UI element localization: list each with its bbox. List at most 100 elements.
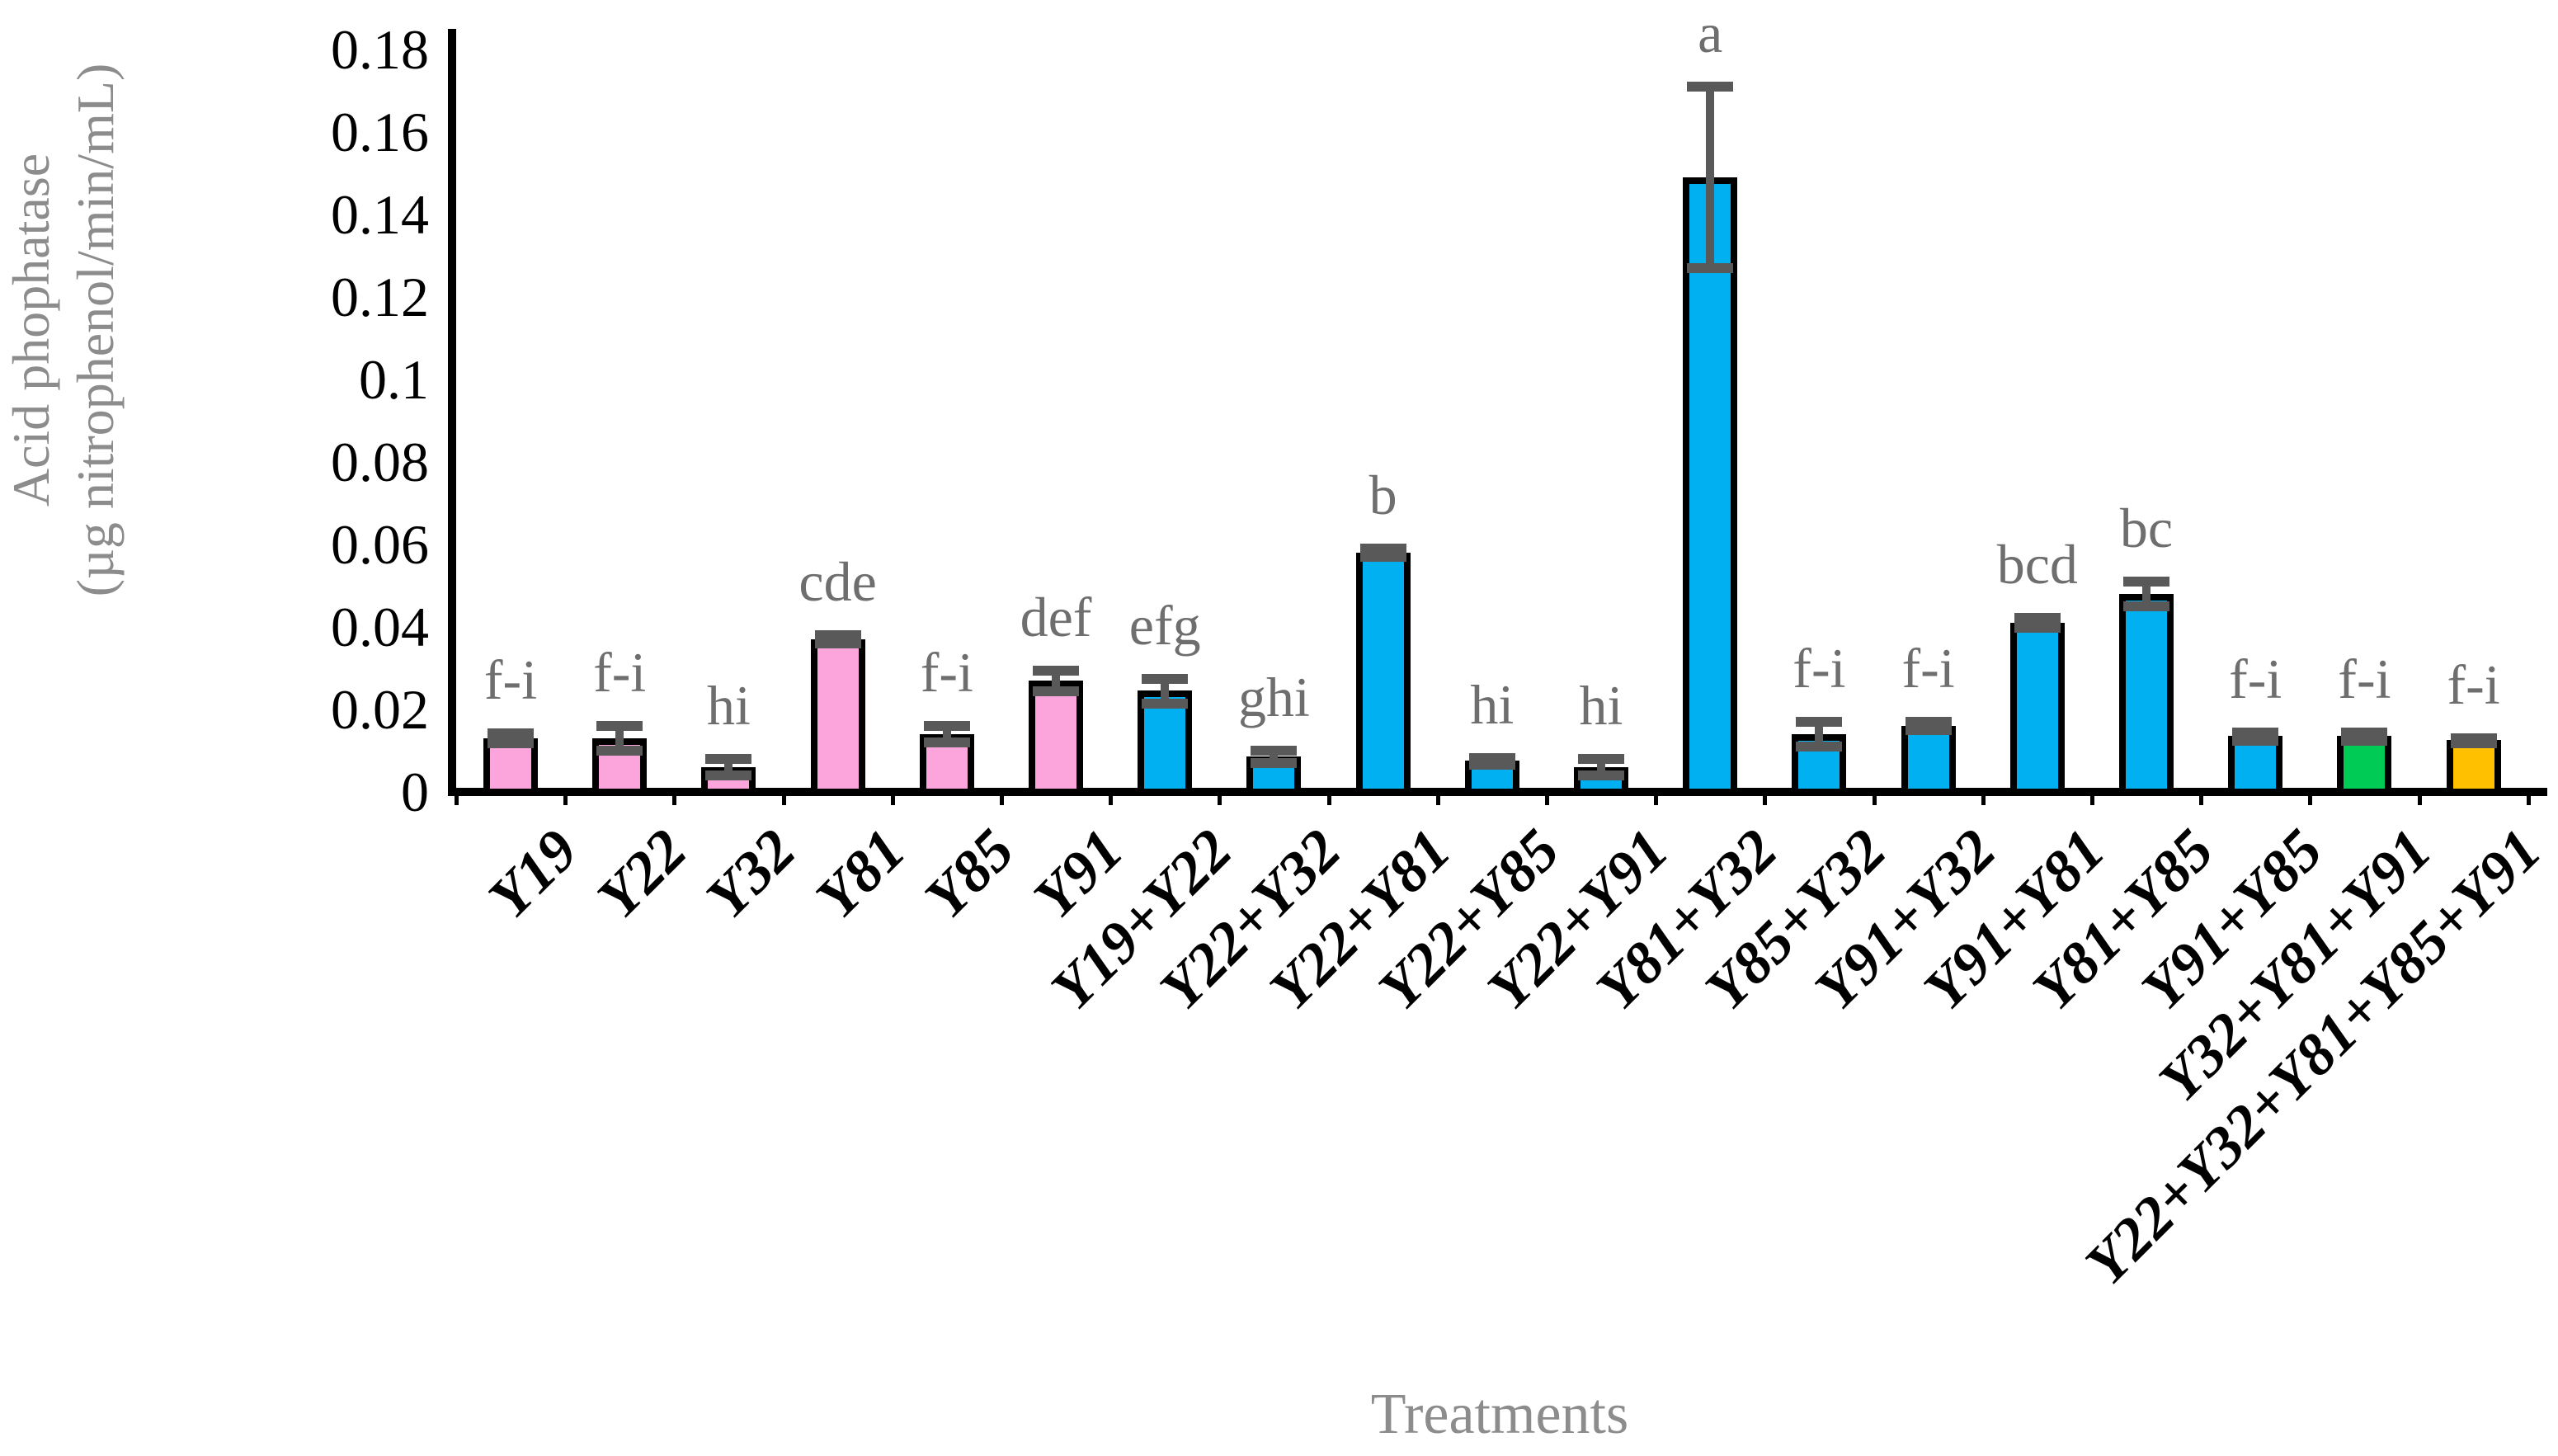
x-tick-label-Y22: Y22 <box>585 816 700 931</box>
significance-letter: f-i <box>1792 637 1846 700</box>
x-axis-tick <box>1654 792 1659 805</box>
error-bar-cap <box>1578 770 1624 780</box>
error-bar-cap <box>488 728 534 738</box>
significance-letter: cde <box>798 550 877 613</box>
x-axis-tick <box>1435 792 1440 805</box>
error-bar-line <box>942 726 951 742</box>
error-bar-cap <box>1687 263 1734 273</box>
error-bar-cap <box>814 630 861 640</box>
significance-letter: f-i <box>593 641 647 704</box>
x-axis-tick <box>1981 792 1986 805</box>
significance-letter: bcd <box>1996 533 2078 596</box>
significance-letter: f-i <box>483 648 538 711</box>
significance-letter: bc <box>2119 497 2174 559</box>
y-tick-label: 0.04 <box>331 596 429 658</box>
y-tick-label: 0 <box>401 761 429 823</box>
x-axis-tick <box>2417 792 2422 805</box>
significance-letter: hi <box>1579 674 1623 737</box>
error-bar-line <box>2142 582 2151 606</box>
significance-letter: f-i <box>920 641 973 704</box>
error-bar-cap <box>2014 613 2061 623</box>
x-axis-tick <box>1218 792 1222 805</box>
significance-letter: a <box>1698 2 1723 64</box>
error-bar-cap <box>2341 727 2388 737</box>
x-tick-label-Y81: Y81 <box>803 816 918 931</box>
x-axis-tick <box>890 792 895 805</box>
error-bar-line <box>1052 670 1060 691</box>
significance-letter: ghi <box>1237 666 1310 728</box>
error-bar-cap <box>1905 717 1952 727</box>
error-bar-cap <box>1251 746 1298 756</box>
error-bar-cap <box>923 721 970 731</box>
error-bar-cap <box>1796 742 1843 752</box>
x-tick-label-Y19: Y19 <box>475 816 591 931</box>
x-axis-tick <box>1872 792 1877 805</box>
error-bar-cap <box>1905 725 1952 735</box>
significance-letter: hi <box>1470 672 1515 736</box>
error-bar-cap <box>2232 735 2279 746</box>
x-axis-tick <box>2526 792 2531 805</box>
significance-letter: def <box>1020 585 1092 648</box>
error-bar-cap <box>2450 737 2497 748</box>
significance-letter: f-i <box>2229 647 2282 710</box>
bar-Y91+Y81 <box>2009 623 2065 795</box>
y-tick-label: 0.02 <box>331 678 429 741</box>
error-bar-cap <box>1468 759 1515 770</box>
y-tick-label: 0.16 <box>331 101 429 163</box>
bar-Y32+Y81+Y91 <box>2337 736 2392 795</box>
x-axis-title: Treatments <box>1370 1383 1629 1446</box>
bar-Y81+Y32 <box>1683 177 1738 795</box>
y-axis-line <box>448 29 456 796</box>
significance-letter: b <box>1369 464 1397 526</box>
error-bar-cap <box>596 721 643 731</box>
bar-Y91+Y85 <box>2228 736 2283 795</box>
error-bar-cap <box>1142 673 1189 684</box>
x-axis-tick <box>2199 792 2204 805</box>
error-bar-cap <box>705 754 752 764</box>
error-bar-cap <box>596 746 643 756</box>
x-axis-tick <box>1109 792 1114 805</box>
x-axis-tick <box>455 792 459 805</box>
significance-letter: hi <box>706 674 751 737</box>
error-bar-line <box>1815 722 1824 747</box>
bar-Y22+Y32+Y81+Y85+Y91 <box>2446 740 2501 795</box>
y-tick-label: 0.18 <box>331 18 429 81</box>
error-bar-cap <box>1033 665 1079 676</box>
error-bar-cap <box>1033 686 1079 696</box>
error-bar-cap <box>1578 754 1624 764</box>
error-bar-line <box>1161 678 1170 704</box>
error-bar-cap <box>1796 717 1843 727</box>
error-bar-cap <box>1359 544 1406 554</box>
significance-letter: f-i <box>2338 647 2391 710</box>
error-bar-cap <box>1251 758 1298 768</box>
x-tick-label-Y32: Y32 <box>694 816 808 931</box>
significance-letter: f-i <box>2447 653 2500 716</box>
x-axis-tick <box>672 792 677 805</box>
error-bar-line <box>615 726 624 751</box>
y-tick-label: 0.06 <box>331 513 429 576</box>
x-axis-tick <box>1326 792 1331 805</box>
x-axis-tick <box>1763 792 1768 805</box>
significance-letter: efg <box>1128 593 1201 657</box>
error-bar-cap <box>1359 552 1406 562</box>
bar-Y91+Y32 <box>1901 726 1956 795</box>
error-bar-line <box>1706 87 1715 268</box>
bar-Y91 <box>1029 681 1083 795</box>
x-axis-tick <box>563 792 568 805</box>
y-tick-label: 0.14 <box>331 183 429 246</box>
error-bar-cap <box>923 737 970 747</box>
error-bar-cap <box>1687 82 1734 92</box>
error-bar-line <box>1597 759 1605 775</box>
error-bar-cap <box>2014 623 2061 633</box>
bar-Y81+Y85 <box>2119 594 2174 795</box>
x-axis-tick <box>2090 792 2094 805</box>
significance-letter: f-i <box>1901 637 1955 700</box>
error-bar-line <box>724 759 733 775</box>
error-bar-cap <box>705 770 752 780</box>
error-bar-cap <box>2341 735 2388 746</box>
y-tick-label: 0.08 <box>331 431 429 493</box>
x-tick-label-Y85: Y85 <box>912 816 1027 931</box>
x-axis-tick <box>2308 792 2313 805</box>
error-bar-cap <box>488 738 534 748</box>
